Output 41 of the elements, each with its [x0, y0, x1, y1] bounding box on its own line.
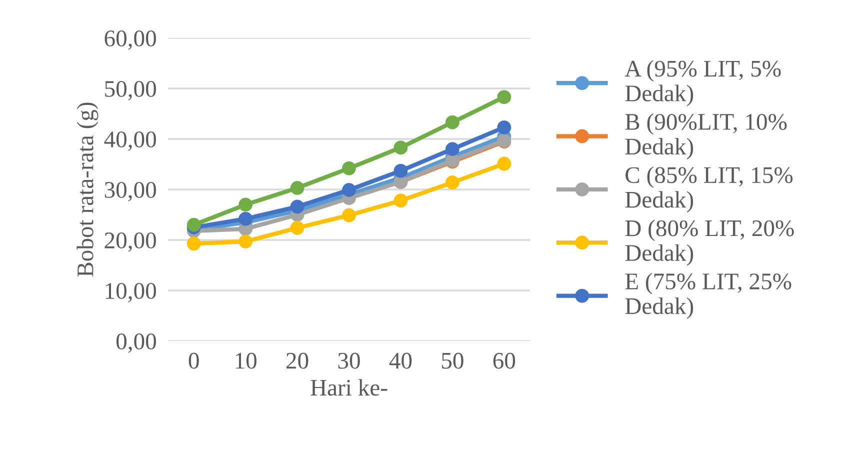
point: [497, 120, 512, 134]
legend-label: D (80% LIT, 20% Dedak): [625, 220, 794, 266]
point: [186, 218, 201, 232]
point: [394, 164, 408, 178]
point: [497, 156, 512, 171]
point: [342, 208, 356, 222]
y-tick-label: 60,00: [104, 30, 156, 50]
legend-label: A (95% LIT, 5% Dedak): [624, 60, 781, 106]
x-tick-label: 20: [286, 352, 308, 369]
y-tick-label: 40,00: [104, 131, 156, 151]
y-tick-label: 0,00: [116, 333, 156, 353]
legend-label: C (85% LIT, 15% Dedak): [625, 166, 793, 213]
x-tick-label: 40: [389, 352, 412, 369]
point: [238, 234, 253, 248]
x-tick-label: 60: [493, 352, 516, 369]
point: [445, 175, 460, 190]
x-tick-label: 50: [442, 352, 464, 369]
point: [290, 200, 304, 214]
point: [238, 212, 253, 226]
y-tick-label: 20,00: [104, 232, 156, 252]
point: [342, 183, 356, 197]
point: [186, 236, 201, 250]
x-tick-label: 10: [236, 352, 256, 369]
point: [394, 140, 408, 155]
point: [394, 194, 408, 208]
legend-label: E (75% LIT, 25% Dedak): [625, 272, 792, 319]
point: [445, 115, 460, 130]
point: [342, 161, 356, 176]
x-axis-title: Hari ke-: [310, 379, 388, 396]
y-tick-label: 50,00: [105, 80, 156, 100]
legend-label: B (90%LIT, 10% Dedak): [625, 113, 787, 160]
y-tick-label: 10,00: [106, 282, 156, 302]
point: [497, 90, 512, 104]
x-tick-label: 30: [338, 352, 360, 369]
x-tick-label: 0: [188, 352, 199, 369]
y-axis-title: Bobot rata-rata (g): [76, 102, 98, 277]
point: [290, 181, 304, 195]
point: [445, 142, 460, 156]
y-tick-label: 30,00: [104, 182, 156, 202]
point: [290, 220, 304, 235]
point: [238, 198, 253, 212]
